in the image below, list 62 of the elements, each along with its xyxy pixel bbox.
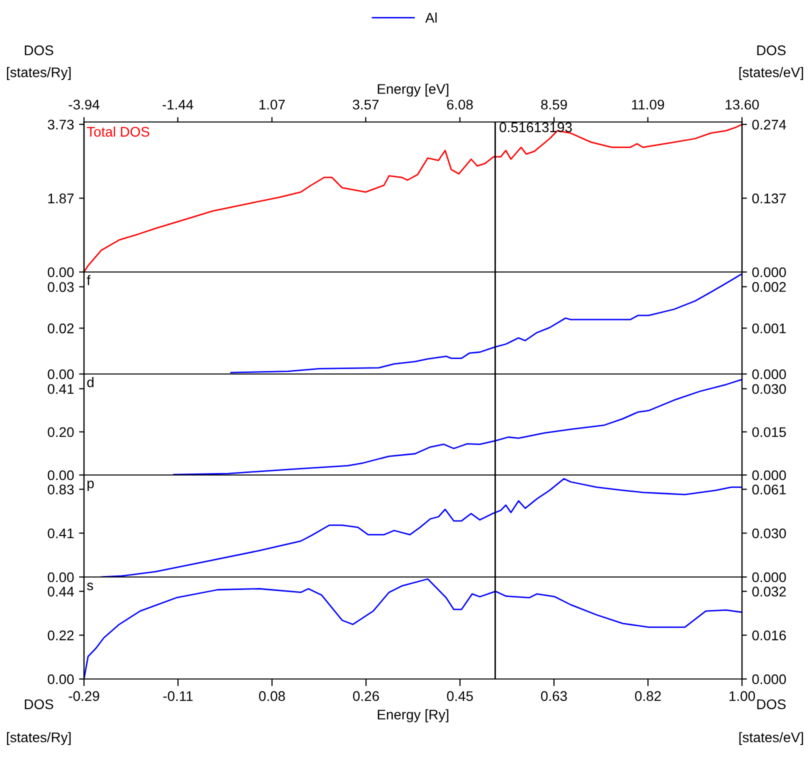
y-tick-label: 0.00 xyxy=(48,470,74,480)
y2-axis-title: DOS [states/eV] xyxy=(739,45,804,80)
y-tick-label: 0.00 xyxy=(48,674,74,684)
line-series xyxy=(100,478,742,577)
x2-axis-title: Energy [eV] xyxy=(378,84,448,97)
x2-tick-label: -1.44 xyxy=(162,100,194,110)
y2-tick-label: 0.032 xyxy=(752,586,786,597)
y-tick-label: 0.41 xyxy=(48,528,74,538)
y2-tick-label: 0.274 xyxy=(752,120,786,130)
x-tick-label: 0.82 xyxy=(635,691,661,702)
x2-tick-label: 1.07 xyxy=(259,100,285,110)
y2-tick-label: 0.002 xyxy=(752,282,786,292)
legend-label: Al xyxy=(425,12,437,23)
y2-tick-label: 0.000 xyxy=(752,572,786,582)
y2-tick-label: 0.016 xyxy=(752,630,786,640)
chart-title: s xyxy=(87,582,94,590)
y2-tick-label: 0.061 xyxy=(752,484,786,494)
x-tick-label: 0.26 xyxy=(353,691,379,702)
x2-tick-label: 8.59 xyxy=(541,100,567,110)
y-tick-label: 0.41 xyxy=(48,384,74,394)
text: Total DOS xyxy=(86,126,150,137)
chart-title: d xyxy=(87,377,94,388)
x2-tick-label: 13.60 xyxy=(726,100,759,110)
y-tick-label: 0.83 xyxy=(48,484,74,494)
chart-title: p xyxy=(88,480,94,492)
x2-tick-label: 11.09 xyxy=(632,100,664,110)
line-series xyxy=(173,378,742,475)
x-tick-label: -0.29 xyxy=(68,691,100,702)
y-tick-label: 0.22 xyxy=(48,630,74,640)
x-tick-label: 1.00 xyxy=(730,691,755,702)
y-tick-label: 1.87 xyxy=(48,194,74,204)
y2-tick-label: 0.015 xyxy=(752,427,786,438)
x2-tick-label: 6.08 xyxy=(447,100,473,110)
y-tick-label: 3.73 xyxy=(48,120,74,130)
x-tick-label: 0.45 xyxy=(447,691,473,702)
y-tick-label: 0.00 xyxy=(48,369,74,380)
x2-tick-label: 3.57 xyxy=(352,100,379,110)
x-tick-label: 0.08 xyxy=(259,691,285,702)
y-tick-label: 0.00 xyxy=(48,267,74,278)
y2-tick-label: 0.000 xyxy=(752,470,786,480)
y2-tick-label: 0.001 xyxy=(752,323,786,334)
line-series xyxy=(230,273,742,374)
line-series xyxy=(84,124,742,272)
y2-tick-label: 0.000 xyxy=(752,369,786,380)
x-axis-title: Energy [Ry] xyxy=(378,709,448,722)
x-tick-label: 0.63 xyxy=(541,691,567,702)
x2-tick-label: -3.94 xyxy=(68,100,100,110)
y2-tick-label: 0.030 xyxy=(752,384,786,394)
y-tick-label: 0.02 xyxy=(48,324,74,334)
y-tick-label: 0.20 xyxy=(48,427,74,438)
text: DOS [states/Ry] xyxy=(6,699,71,746)
y2-tick-label: 0.030 xyxy=(752,528,786,538)
y2-tick-label: 0.000 xyxy=(752,267,786,278)
y-axis-title: DOS [states/Ry] xyxy=(6,45,71,80)
y-tick-label: 0.03 xyxy=(48,282,74,292)
y2-tick-label: 0.137 xyxy=(752,194,786,204)
x-tick-label: -0.11 xyxy=(163,691,193,702)
y-tick-label: 0.00 xyxy=(48,572,74,582)
y2-tick-label: 0.000 xyxy=(752,674,786,684)
ref-line-label: 0.51613193 xyxy=(500,122,572,132)
y-tick-label: 0.44 xyxy=(48,586,74,597)
chart-title: f xyxy=(86,275,91,286)
